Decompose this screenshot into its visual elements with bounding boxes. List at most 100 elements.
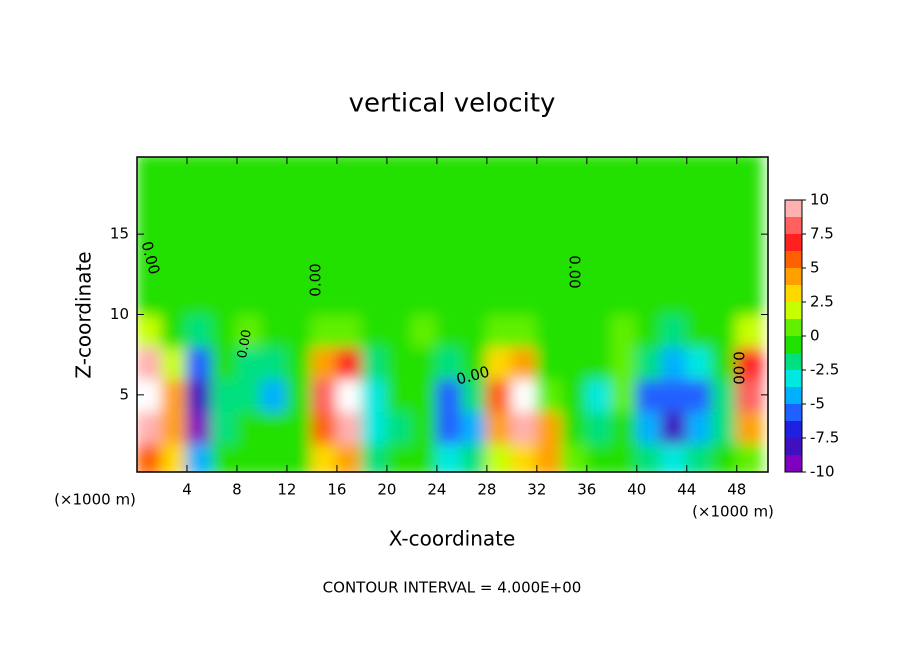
cell <box>735 249 763 284</box>
x-tick-label: 12 <box>277 481 296 499</box>
y-tick-label: 10 <box>110 305 129 323</box>
x-tick-label: 40 <box>627 481 646 499</box>
cell <box>510 217 538 252</box>
cell <box>210 157 238 187</box>
cell <box>735 409 763 445</box>
x-tick-label: 16 <box>327 481 346 499</box>
cell <box>735 217 763 252</box>
cell <box>610 345 638 380</box>
overlay: 0.000.00 0.000.00 0.000.004 8 12 16 20 24 28 32 36… <box>110 157 839 499</box>
cell <box>635 157 663 187</box>
cell <box>660 217 688 252</box>
cell <box>385 249 413 284</box>
cell <box>535 157 563 187</box>
cell <box>710 442 738 472</box>
cell <box>137 281 163 316</box>
cell <box>610 377 638 412</box>
cell <box>510 345 538 380</box>
cell <box>610 409 638 445</box>
cell <box>310 157 338 187</box>
cell <box>360 157 388 187</box>
cell <box>560 377 588 412</box>
field <box>137 157 763 472</box>
cell <box>585 157 613 187</box>
cell <box>260 377 288 412</box>
colorbar-tick-label: 10 <box>810 191 829 209</box>
cell <box>385 313 413 348</box>
colorbar-band <box>785 421 802 438</box>
cell <box>585 442 613 472</box>
cell <box>685 409 713 445</box>
cell <box>310 345 338 380</box>
cell <box>535 184 563 220</box>
cell <box>585 409 613 445</box>
cell <box>735 345 763 380</box>
cell <box>335 442 363 472</box>
colorbar-band <box>785 438 802 455</box>
cell <box>485 281 513 316</box>
cell <box>485 442 513 472</box>
cell <box>410 313 438 348</box>
cell <box>210 249 238 284</box>
cell <box>285 184 313 220</box>
cell <box>210 409 238 445</box>
cell <box>585 217 613 252</box>
colorbar-band <box>785 455 802 472</box>
cell <box>610 184 638 220</box>
colorbar-band <box>785 404 802 421</box>
cell <box>210 184 238 220</box>
cell <box>560 409 588 445</box>
cell <box>710 313 738 348</box>
y-axis-label: Z-coordinate <box>72 251 96 378</box>
chart-title: vertical velocity <box>349 89 556 119</box>
x-tick-label: 20 <box>377 481 396 499</box>
cell <box>235 249 263 284</box>
cell <box>610 281 638 316</box>
cell <box>185 409 213 445</box>
cell <box>310 184 338 220</box>
cell <box>137 345 163 380</box>
colorbar-band <box>785 370 802 387</box>
cell <box>185 249 213 284</box>
cell <box>510 184 538 220</box>
cell <box>685 157 713 187</box>
cell <box>560 249 588 284</box>
cell <box>235 442 263 472</box>
cell <box>710 281 738 316</box>
colorbar-tick-label: 0 <box>810 327 820 345</box>
cell <box>310 377 338 412</box>
cell <box>160 442 188 472</box>
cell <box>260 249 288 284</box>
cell <box>385 409 413 445</box>
cell <box>185 345 213 380</box>
cell <box>285 442 313 472</box>
cell <box>660 313 688 348</box>
cell <box>460 377 488 412</box>
cell <box>535 377 563 412</box>
cell <box>235 377 263 412</box>
cell <box>310 217 338 252</box>
cell <box>335 409 363 445</box>
cell <box>560 184 588 220</box>
cell <box>160 249 188 284</box>
cell <box>685 442 713 472</box>
cell <box>685 249 713 284</box>
cell <box>660 442 688 472</box>
cell <box>685 377 713 412</box>
colorbar-tick-label: -10 <box>810 463 835 481</box>
cell <box>485 377 513 412</box>
colorbar-band <box>785 387 802 404</box>
cell <box>610 249 638 284</box>
cell <box>460 442 488 472</box>
x-tick-label: 4 <box>182 481 192 499</box>
cell <box>360 249 388 284</box>
contour-label: 0.00 <box>307 263 325 296</box>
x-tick-label: 36 <box>577 481 596 499</box>
cell <box>335 345 363 380</box>
cell <box>310 249 338 284</box>
cell <box>485 217 513 252</box>
cell <box>185 157 213 187</box>
cell <box>510 377 538 412</box>
cell <box>510 442 538 472</box>
cell <box>660 345 688 380</box>
